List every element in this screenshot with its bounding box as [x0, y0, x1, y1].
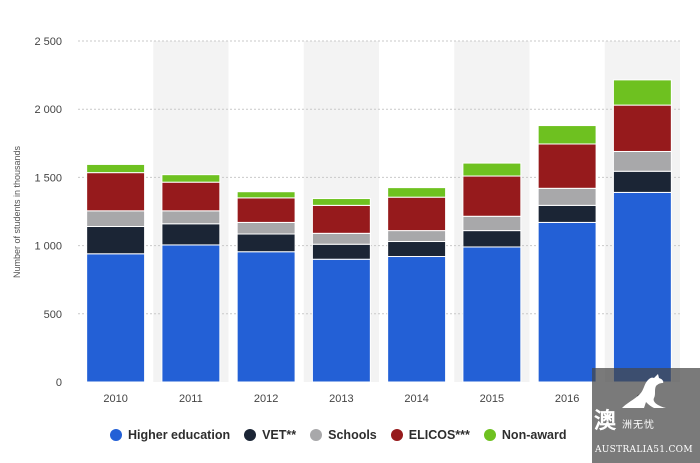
legend-marker [483, 429, 496, 441]
legend-label: Non-award [501, 428, 567, 442]
y-tick-label: 1 500 [34, 172, 62, 184]
bar-segment [387, 241, 447, 258]
bar-segment [236, 221, 296, 235]
watermark-url: AUSTRALIA51.COM [595, 445, 693, 455]
x-tick-label: 2011 [179, 393, 203, 405]
legend-label: ELICOS*** [408, 428, 470, 442]
legend-item[interactable]: ELICOS*** [390, 428, 470, 442]
x-tick-label: 2010 [103, 393, 127, 405]
bar-segment [86, 253, 146, 383]
watermark-tagline: 洲无忧 [622, 420, 655, 431]
bar-segment [161, 210, 221, 225]
bar-segment [311, 198, 371, 206]
legend-item[interactable]: Schools [310, 428, 377, 442]
bar-segment [311, 204, 371, 234]
bar-segment [537, 187, 597, 206]
bar-segment [612, 79, 672, 106]
x-tick-label: 2016 [555, 393, 579, 405]
bar-segment [537, 221, 597, 383]
bar-segment [387, 196, 447, 232]
bar-segment [387, 187, 447, 198]
bar-segment [462, 162, 522, 177]
bar-segment [387, 256, 447, 383]
legend-marker [390, 429, 403, 441]
y-tick-label: 500 [44, 309, 62, 321]
watermark-logo: 澳 [594, 408, 617, 434]
legend-marker [244, 429, 257, 441]
bar-segment [612, 170, 672, 193]
y-tick-label: 2 000 [34, 104, 62, 116]
bar-segment [236, 191, 296, 199]
bar-segment [86, 226, 146, 255]
legend-item[interactable]: Non-award [483, 428, 567, 442]
y-tick-label: 2 500 [34, 36, 62, 48]
bar-segment [311, 243, 371, 260]
bar-segment [612, 104, 672, 152]
y-tick-label: 1 000 [34, 241, 62, 253]
bar-segment [462, 175, 522, 217]
bar-segment [161, 181, 221, 212]
x-tick-label: 2012 [254, 393, 278, 405]
x-axis-ticks: 201020112012201320142015201620 [103, 393, 648, 405]
legend-marker [110, 429, 122, 441]
bar-segment [311, 258, 371, 383]
watermark: 澳 洲无忧 AUSTRALIA51.COM [592, 368, 700, 463]
legend-label: Higher education [128, 428, 231, 442]
bar-stacks [86, 79, 672, 383]
bar-segment [462, 230, 522, 248]
legend-label: VET** [262, 428, 297, 442]
bar-segment [236, 197, 296, 223]
bar-segment [161, 244, 221, 383]
legend-marker [310, 429, 323, 441]
bar-segment [86, 163, 146, 174]
legend: Higher education VET** Schools ELICOS*** Non… [110, 428, 567, 442]
bar-segment [537, 204, 597, 223]
y-tick-label: 0 [56, 377, 62, 389]
legend-item[interactable]: Higher education [110, 428, 230, 442]
y-axis-label: Number of students in thousands [12, 145, 22, 278]
y-axis-ticks: 0 500 1 000 1 500 2 000 2 500 [34, 36, 62, 389]
stacked-bar-chart: 0 500 1 000 1 500 2 000 2 500 2010 2011 2012 201… [12, 36, 680, 405]
legend-label: Schools [328, 428, 377, 442]
bar-segment [462, 246, 522, 383]
x-tick-label: 2015 [480, 393, 504, 405]
bar-segment [311, 232, 371, 245]
kangaroo-icon [622, 374, 666, 408]
bar-segment [612, 191, 672, 383]
legend-item[interactable]: VET** [244, 428, 296, 442]
x-tick-label: 2014 [404, 393, 428, 405]
bar-segment [86, 210, 146, 228]
bar-segment [236, 233, 296, 253]
bar-segment [86, 172, 146, 212]
x-tick-label: 2013 [329, 393, 353, 405]
bar-segment [161, 174, 221, 183]
bar-segment [462, 215, 522, 232]
bar-segment [236, 251, 296, 383]
bar-segment [537, 125, 597, 145]
bar-segment [161, 223, 221, 246]
bar-segment [387, 230, 447, 243]
bar-segment [537, 143, 597, 189]
bar-segment [612, 150, 672, 172]
